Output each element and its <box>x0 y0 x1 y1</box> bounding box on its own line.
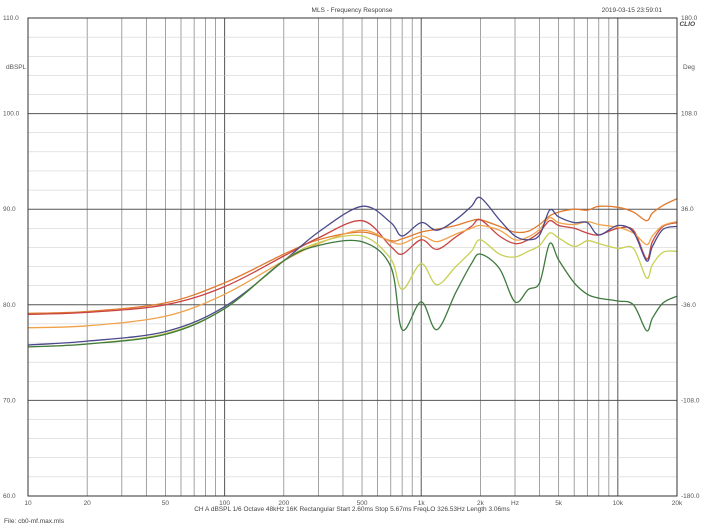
y2-tick-label: 108.0 <box>681 111 698 118</box>
chart-title: MLS - Frequency Response <box>312 7 393 14</box>
y-axis-label: dBSPL <box>6 64 27 71</box>
y2-tick-label: -180.0 <box>681 493 700 500</box>
y-tick-label: 90.0 <box>3 206 16 213</box>
y-axis: 60.0 70.0 80.0 90.0 100.0 110.0 <box>3 15 20 500</box>
timestamp: 2019-03-15 23:59:01 <box>602 7 663 14</box>
y2-axis-label: Deg <box>683 64 695 71</box>
x-tick-label: 20 <box>84 500 92 507</box>
y2-tick-label: -36.0 <box>681 302 696 309</box>
x-tick-label: 2k <box>477 500 485 507</box>
y-tick-label: 80.0 <box>3 302 16 309</box>
grid <box>27 17 678 497</box>
y2-axis: -180.0 -108.0 -36.0 36.0 108.0 180.0 <box>681 15 700 500</box>
x-tick-label: 500 <box>357 500 368 507</box>
x-tick-label: 1k <box>418 500 426 507</box>
series-line-6 <box>27 239 678 348</box>
x-tick-label: 5k <box>555 500 563 507</box>
x-tick-label: 10 <box>24 500 32 507</box>
y2-tick-label: -108.0 <box>681 397 700 404</box>
y-tick-label: 110.0 <box>3 15 19 22</box>
y-tick-label: 60.0 <box>3 493 16 500</box>
x-tick-label: 10k <box>613 500 624 507</box>
x-tick-label: Hz <box>511 500 519 507</box>
series-group <box>27 196 678 348</box>
series-line-2 <box>27 218 678 316</box>
x-tick-label: 100 <box>219 500 230 507</box>
file-name: File: cb0-mf.max.mls <box>4 518 65 525</box>
series-line-4 <box>27 196 678 346</box>
plot-frame <box>27 17 678 497</box>
series-line-5 <box>27 232 678 348</box>
x-axis: 10 20 50 100 200 500 1k 2k Hz 5k 10k 20k <box>24 500 683 507</box>
clio-logo: CLIO <box>679 21 695 28</box>
y-tick-label: 100.0 <box>3 111 20 118</box>
measurement-settings: CH A dBSPL 1/6 Octave 48kHz 16K Rectangu… <box>194 506 510 513</box>
x-tick-label: 20k <box>672 500 683 507</box>
y2-tick-label: 36.0 <box>681 206 694 213</box>
y-tick-label: 70.0 <box>3 397 16 404</box>
x-tick-label: 50 <box>162 500 170 507</box>
x-tick-label: 200 <box>278 500 289 507</box>
y2-tick-label: 180.0 <box>681 15 698 22</box>
